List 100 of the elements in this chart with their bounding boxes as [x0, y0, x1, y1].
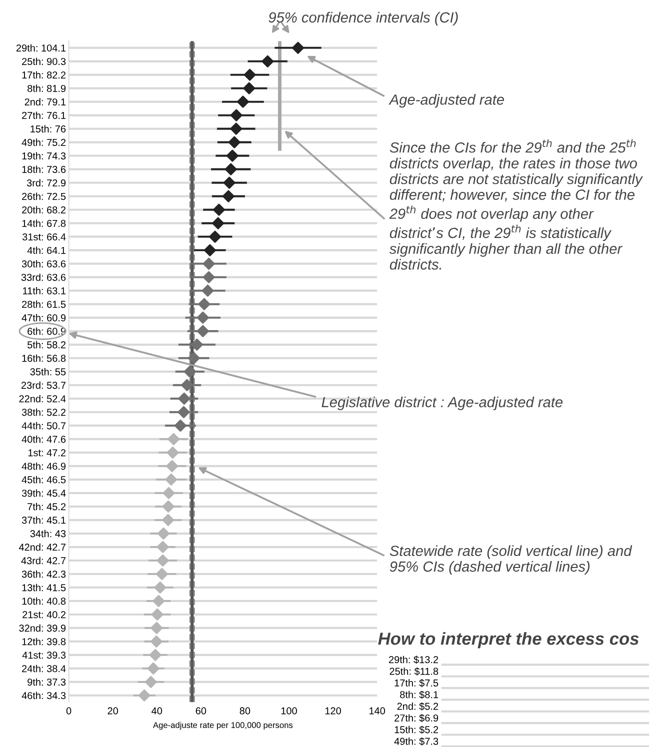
y-tick-label: 38th: 52.2 [22, 408, 66, 416]
point [262, 55, 274, 68]
y-tick-label: 9th: 37.3 [28, 678, 66, 686]
y-tick-label: 14th: 67.8 [22, 220, 66, 227]
point [162, 486, 175, 500]
y-tick-label: 23rd: 53.7 [21, 382, 66, 389]
category-label: 2nd: $5.2 [397, 702, 438, 710]
point [138, 689, 150, 702]
y-tick-label: 4th: 64.1 [27, 246, 66, 254]
category-label: 15th: $5.2 [394, 726, 438, 734]
y-tick-label: 13th: 41.5 [22, 584, 66, 592]
category-label: 17th: $7.5 [394, 679, 438, 688]
point [212, 204, 226, 216]
y-tick-label: 27th: 76.1 [22, 112, 66, 120]
point [230, 109, 242, 122]
y-tick-label: 8th: 81.9 [28, 84, 66, 92]
y-tick-label: 25th: 90.3 [22, 58, 66, 66]
point [178, 392, 190, 405]
y-tick-label: 36th: 42.3 [22, 570, 66, 578]
y-tick-label: 39th: 45.4 [22, 489, 66, 497]
point [198, 298, 210, 310]
y-tick-label: 48th: 46.9 [22, 462, 66, 470]
point [174, 420, 187, 432]
y-tick-label: 30th: 63.6 [22, 260, 66, 268]
point [150, 635, 163, 648]
y-tick-label: 18th: 73.6 [22, 166, 66, 173]
y-tick-label: 20th: 68.2 [22, 206, 66, 214]
text: 95% confidence intervals (CI) [268, 12, 458, 26]
point [196, 312, 209, 324]
y-tick-label: 16th: 56.8 [22, 354, 66, 362]
point [204, 244, 216, 256]
point [224, 163, 237, 176]
category-label: 25th: $11.8 [390, 667, 438, 676]
y-tick-label: 46th: 34.3 [22, 692, 66, 700]
point [202, 258, 215, 270]
point [190, 338, 204, 351]
point [156, 554, 169, 567]
point [162, 500, 174, 513]
point [228, 136, 240, 148]
y-tick-label: 3rd: 72.9 [26, 179, 66, 186]
annotation: Legislative district : Age-adjusted rate [322, 396, 563, 410]
y-tick-label: 12th: 39.8 [22, 638, 66, 646]
point [292, 42, 304, 54]
point [154, 581, 166, 594]
y-tick-label: 19th: 74.3 [22, 152, 66, 160]
point [151, 608, 164, 621]
y-tick-label: 10th: 40.8 [22, 597, 66, 605]
y-tick-label: 21st: 40.2 [22, 611, 66, 618]
point [244, 68, 256, 81]
x-tick-label: 100 [281, 707, 297, 714]
point [147, 662, 160, 675]
point [150, 622, 163, 634]
point [202, 271, 215, 284]
point [212, 217, 224, 230]
point [152, 594, 165, 608]
point [166, 460, 178, 472]
point [168, 433, 180, 446]
y-tick-label: 37th: 45.1 [22, 516, 66, 524]
x-tick-label: 80 [240, 707, 250, 714]
y-tick-label: 32nd: 39.9 [19, 624, 66, 632]
point [156, 540, 169, 554]
point [243, 82, 256, 94]
y-tick-label: 1st: 47.2 [28, 449, 66, 456]
point [144, 676, 157, 688]
x-tick-label: 140 [369, 707, 386, 714]
category-label: 27th: $6.9 [394, 714, 438, 722]
point [178, 406, 190, 418]
y-tick-label: 29th: 104.1 [16, 44, 66, 52]
y-tick-label: 33rd: 63.6 [21, 274, 66, 281]
text: Since the CIs for the 29$^{th}$ and the 25$^{th}$ districts overlap, the rates in those two districts are not statistically significantly different; however, since the CI for the 29$^{th}$ does not overlap any other district’s CI, the 29$^{th}$ is statistically significantly higher than all the other districts. [389, 139, 643, 270]
y-tick-label: 26th: 72.5 [22, 192, 66, 200]
y-tick-label: 43rd: 42.7 [21, 556, 66, 564]
point [149, 648, 162, 662]
y-tick-label: 5th: 58.2 [28, 341, 66, 348]
point [230, 122, 242, 135]
point [196, 325, 209, 338]
point [156, 568, 168, 580]
point [162, 514, 174, 526]
y-tick-label: 40th: 47.6 [22, 435, 66, 443]
text: How to interpret the excess cos [378, 632, 639, 648]
point [208, 230, 222, 243]
x-tick-label: 20 [108, 707, 118, 714]
y-tick-label: 7th: 45.2 [28, 502, 66, 510]
y-tick-label: 45th: 46.5 [22, 476, 66, 484]
point [165, 473, 178, 486]
point [222, 190, 235, 202]
y-tick-label: 41st: 39.3 [22, 652, 66, 659]
point [166, 446, 179, 459]
x-axis-title: Age-adjuste rate per 100,000 persons [153, 722, 293, 730]
y-tick-label: 34th: 43 [30, 530, 66, 538]
y-tick-label: 24th: 38.4 [22, 664, 66, 672]
y-tick-label: 31st: 66.4 [22, 233, 66, 240]
point [157, 527, 170, 540]
point [184, 366, 196, 378]
y-tick-label: 2nd: 79.1 [24, 98, 66, 106]
category-label: 29th: $13.2 [389, 656, 438, 664]
category-label: 49th: $7.3 [394, 737, 438, 746]
y-tick-label: 17th: 82.2 [22, 71, 66, 79]
point [180, 379, 194, 392]
category-label: 8th: $8.1 [400, 690, 438, 699]
